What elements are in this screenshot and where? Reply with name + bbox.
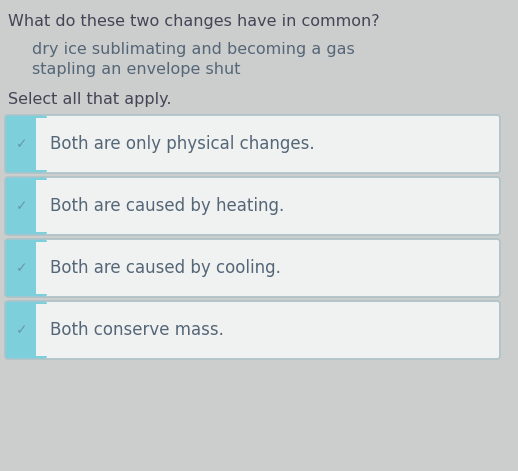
Bar <box>36 180 56 232</box>
FancyBboxPatch shape <box>5 177 47 235</box>
Text: dry ice sublimating and becoming a gas: dry ice sublimating and becoming a gas <box>32 42 355 57</box>
FancyBboxPatch shape <box>5 239 47 297</box>
Text: What do these two changes have in common?: What do these two changes have in common… <box>8 14 380 29</box>
Bar <box>8 304 36 356</box>
FancyBboxPatch shape <box>5 177 500 235</box>
Bar <box>36 304 56 356</box>
Bar <box>8 118 36 170</box>
Text: ✓: ✓ <box>16 261 28 275</box>
Text: ✓: ✓ <box>16 137 28 151</box>
Bar <box>8 180 36 232</box>
Text: Both conserve mass.: Both conserve mass. <box>50 321 224 339</box>
FancyBboxPatch shape <box>5 301 500 359</box>
FancyBboxPatch shape <box>5 115 47 173</box>
Text: Both are caused by heating.: Both are caused by heating. <box>50 197 284 215</box>
Text: ✓: ✓ <box>16 323 28 337</box>
Text: stapling an envelope shut: stapling an envelope shut <box>32 62 240 77</box>
FancyBboxPatch shape <box>5 115 500 173</box>
FancyBboxPatch shape <box>5 301 47 359</box>
Text: Both are only physical changes.: Both are only physical changes. <box>50 135 314 153</box>
Text: ✓: ✓ <box>16 199 28 213</box>
FancyBboxPatch shape <box>5 239 500 297</box>
Bar <box>8 242 36 294</box>
Bar <box>36 242 56 294</box>
Text: Both are caused by cooling.: Both are caused by cooling. <box>50 259 281 277</box>
Text: Select all that apply.: Select all that apply. <box>8 92 171 107</box>
Bar <box>36 118 56 170</box>
